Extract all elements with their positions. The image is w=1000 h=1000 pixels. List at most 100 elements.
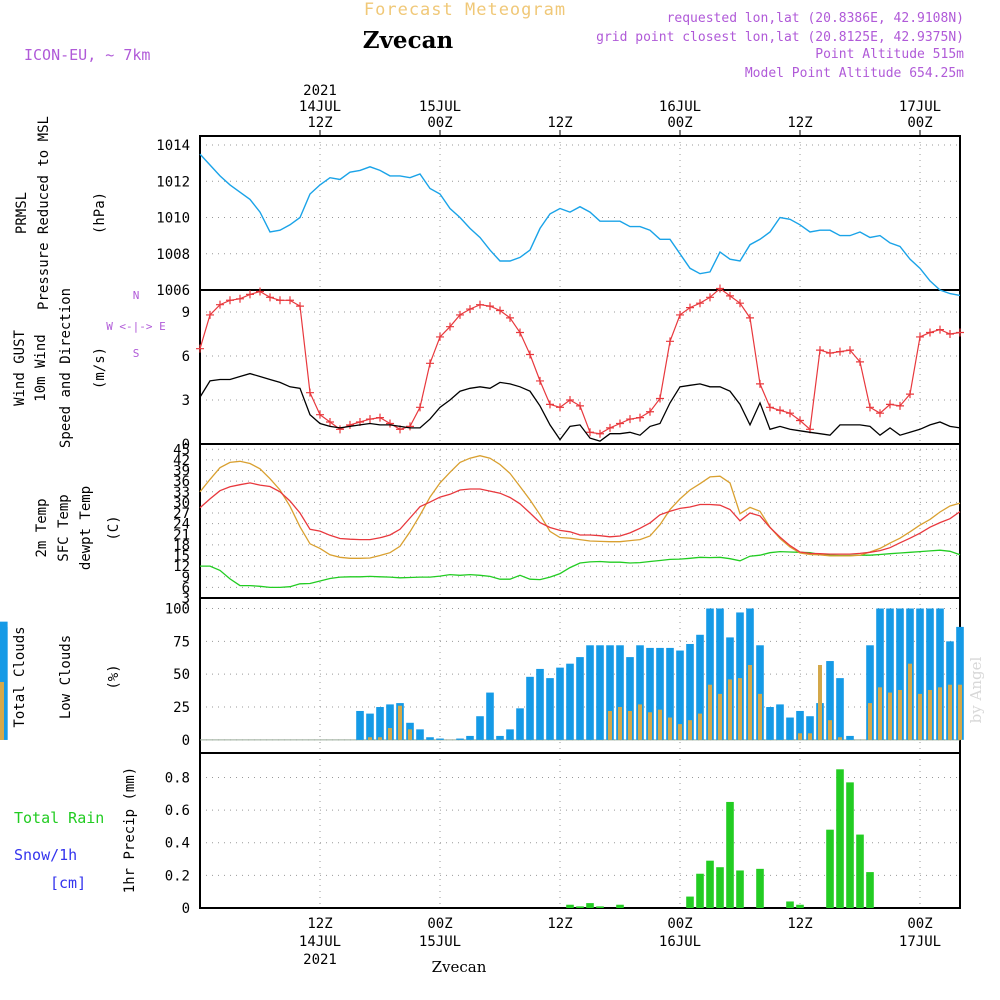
gust-marker	[656, 394, 664, 403]
gust-marker	[476, 300, 484, 309]
precip-ytick-label: 0.8	[165, 770, 190, 786]
gust-marker	[716, 284, 724, 293]
low-clouds-bar	[818, 664, 822, 740]
gust-marker	[266, 293, 274, 302]
total-clouds-bar	[916, 608, 924, 740]
total-clouds-bar	[0, 621, 8, 740]
bottom-time-label: 15JUL	[419, 934, 461, 950]
gust-marker	[756, 379, 764, 388]
gust-marker	[836, 347, 844, 356]
total-clouds-bar	[536, 668, 544, 740]
gust-marker	[566, 396, 574, 404]
snow-unit-label: [cm]	[50, 874, 86, 892]
gust-marker	[926, 328, 934, 337]
top-time-label: 00Z	[907, 115, 932, 131]
temp-unit-label: (C)	[106, 515, 122, 540]
rain-bar	[566, 904, 574, 908]
gust-marker	[486, 302, 494, 311]
gust-marker	[856, 357, 864, 366]
precip-ytick-label: 0.6	[165, 803, 190, 819]
total-clouds-bar	[626, 657, 634, 740]
gust-marker	[386, 419, 394, 428]
gust-marker	[726, 291, 734, 300]
low-clouds-bar	[628, 710, 632, 740]
temperature-ytick-label: 21	[173, 527, 190, 543]
temperature-ytick-label: 42	[173, 453, 190, 469]
low-clouds-bar	[388, 728, 392, 740]
gust-marker	[366, 415, 374, 424]
gust-marker	[326, 418, 334, 426]
low-clouds-bar	[688, 720, 692, 740]
gust-marker	[616, 419, 624, 428]
wind-ytick-label: 6	[182, 349, 190, 365]
gust-marker	[636, 413, 644, 422]
gust-marker	[886, 400, 894, 409]
clouds-ytick-label: 50	[173, 667, 190, 683]
gust-marker	[746, 313, 754, 322]
rain-bar	[826, 829, 834, 908]
gust-marker	[306, 388, 314, 397]
gust-marker	[236, 294, 244, 303]
gridpoint-coords: grid point closest lon,lat (20.8125E, 42…	[596, 30, 964, 45]
wind-speed-line	[199, 372, 961, 442]
gust-marker	[686, 303, 694, 312]
total-clouds-bar	[636, 645, 644, 740]
clouds-unit-label: (%)	[106, 664, 122, 689]
gust-marker	[846, 346, 854, 355]
gust-marker	[336, 425, 344, 434]
low-clouds-bar	[0, 682, 4, 740]
gust-marker	[696, 299, 704, 308]
gust-marker	[916, 332, 924, 341]
wind-unit-label: (m/s)	[92, 347, 108, 389]
total-clouds-bar	[556, 667, 564, 740]
total-clouds-bar	[886, 608, 894, 740]
low-clouds-bar	[638, 704, 642, 740]
model-label: ICON-EU, ~ 7km	[24, 46, 150, 64]
rain-bar	[786, 901, 794, 908]
gust-marker	[736, 299, 744, 308]
gust-marker	[286, 296, 294, 305]
total-clouds-bar	[596, 645, 604, 740]
sfc-temp-line	[199, 455, 961, 559]
total-clouds-bar	[646, 647, 654, 740]
bottom-time-label: 14JUL	[299, 934, 341, 950]
total-clouds-bar	[806, 716, 814, 740]
t2m-line	[199, 482, 961, 555]
rain-bar	[716, 867, 724, 908]
gust-marker	[776, 406, 784, 415]
total-clouds-bar	[706, 608, 714, 740]
total-clouds-bar	[366, 713, 374, 740]
low-clouds-bar	[868, 703, 872, 740]
plot-layer: 1006100810101012101403693691215182124273…	[0, 83, 964, 968]
gust-marker	[496, 306, 504, 315]
gust-marker	[936, 325, 944, 334]
total-clouds-bar	[456, 738, 464, 740]
temperature-ytick-label: 36	[173, 474, 190, 490]
gust-marker	[406, 422, 414, 431]
total-clouds-bar	[766, 707, 774, 740]
temperature-ytick-label: 18	[173, 538, 190, 554]
gust-marker	[876, 409, 884, 418]
total-clouds-bar	[516, 708, 524, 740]
total-clouds-bar	[656, 647, 664, 740]
low-clouds-bar	[758, 693, 762, 740]
low-clouds-bar	[648, 712, 652, 740]
temperature-ytick-label: 15	[173, 549, 190, 565]
total-clouds-bar	[836, 678, 844, 740]
low-clouds-bar	[938, 687, 942, 740]
top-time-label: 00Z	[427, 115, 452, 131]
bottom-time-label: 12Z	[787, 916, 812, 932]
rain-bar	[576, 906, 584, 908]
top-time-label: 12Z	[547, 115, 572, 131]
total-clouds-bar	[356, 710, 364, 740]
model-altitude: Model Point Altitude 654.25m	[745, 66, 964, 81]
svg-text:N: N	[133, 289, 140, 302]
gust-marker	[646, 407, 654, 416]
temperature-ytick-label: 24	[173, 517, 190, 533]
snow-label: Snow/1h	[14, 846, 77, 864]
gust-marker	[796, 416, 804, 425]
pressure-ytick-label: 1012	[156, 174, 190, 190]
bottom-time-label: 16JUL	[659, 934, 701, 950]
temperature-ytick-label: 33	[173, 485, 190, 501]
gust-marker	[826, 349, 834, 358]
